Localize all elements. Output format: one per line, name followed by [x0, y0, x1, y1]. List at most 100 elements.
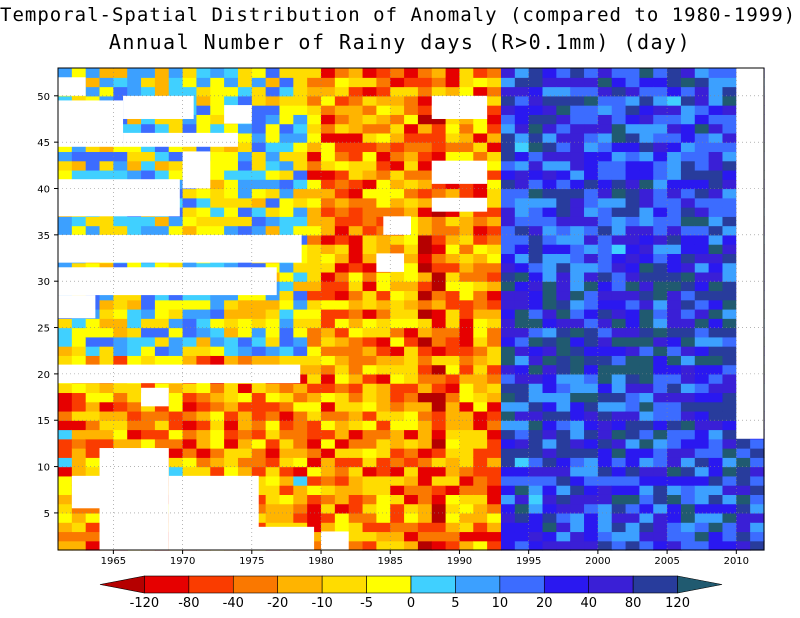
heatmap-cell — [597, 494, 613, 505]
heatmap-cell — [750, 531, 765, 542]
heatmap-cell — [584, 262, 599, 273]
heatmap-cell — [694, 77, 710, 88]
heatmap-cell — [321, 142, 336, 153]
heatmap-cell — [348, 327, 364, 338]
heatmap-cell — [708, 234, 724, 245]
heatmap-cell — [390, 512, 405, 523]
heatmap-cell — [279, 318, 294, 329]
heatmap-cell — [570, 475, 585, 486]
heatmap-cell — [708, 132, 724, 143]
heatmap-cell — [542, 179, 557, 190]
heatmap-cell — [279, 225, 294, 236]
colorbar-swatch — [321, 575, 367, 594]
heatmap-cell — [639, 234, 654, 245]
heatmap-cell — [597, 179, 613, 190]
heatmap-cell — [556, 77, 571, 88]
heatmap-cell — [667, 225, 682, 236]
heatmap-cell — [141, 68, 156, 78]
heatmap-cell — [528, 207, 544, 217]
heatmap-cell — [570, 336, 585, 347]
heatmap-cell — [722, 512, 737, 523]
heatmap-cell — [514, 271, 530, 282]
heatmap-cell — [722, 160, 737, 171]
heatmap-cell — [196, 105, 211, 115]
missing-data-regions — [58, 68, 764, 550]
heatmap-cell — [667, 114, 682, 125]
heatmap-cell — [487, 234, 502, 245]
heatmap-cell — [168, 410, 184, 421]
heatmap-cell — [265, 197, 281, 208]
heatmap-cell — [279, 105, 294, 115]
heatmap-cell — [570, 271, 585, 282]
heatmap-cell — [570, 448, 585, 458]
heatmap-cell — [321, 262, 336, 273]
heatmap-cell — [722, 475, 737, 486]
heatmap-cell — [376, 494, 391, 505]
heatmap-cell — [653, 244, 668, 254]
heatmap-cell — [445, 234, 461, 245]
heatmap-cell — [404, 216, 419, 227]
heatmap-cell — [584, 475, 599, 486]
heatmap-cell — [127, 318, 142, 329]
heatmap-cell — [570, 299, 585, 310]
heatmap-cell — [584, 225, 599, 236]
heatmap-cell — [694, 114, 710, 125]
heatmap-cell — [141, 290, 156, 301]
heatmap-cell — [736, 540, 751, 551]
heatmap-cell — [722, 485, 737, 495]
heatmap-cell — [542, 355, 557, 366]
heatmap-cell — [334, 234, 350, 245]
chart-title-line2: Annual Number of Rainy days (R>0.1mm) (d… — [108, 30, 692, 54]
heatmap-cell — [653, 531, 668, 542]
heatmap-cell — [542, 410, 557, 421]
heatmap-cell — [293, 383, 308, 394]
heatmap-cell — [321, 392, 336, 403]
heatmap-cell — [404, 123, 419, 134]
heatmap-cell — [514, 522, 530, 533]
heatmap-cell — [362, 142, 377, 153]
heatmap-cell — [279, 503, 294, 514]
heatmap-cell — [625, 448, 641, 458]
heatmap-cell — [473, 244, 488, 254]
heatmap-cell — [694, 160, 710, 171]
heatmap-cell — [528, 420, 544, 431]
heatmap-cell — [708, 299, 724, 310]
heatmap-cell — [473, 448, 488, 458]
heatmap-cell — [321, 253, 336, 264]
heatmap-cell — [348, 299, 364, 310]
heatmap-cell — [362, 438, 377, 449]
heatmap-cell — [334, 160, 350, 171]
heatmap-cell — [348, 429, 364, 440]
heatmap-cell — [307, 355, 322, 366]
heatmap-cell — [722, 364, 737, 375]
heatmap-cell — [362, 457, 377, 468]
heatmap-cell — [639, 160, 654, 171]
heatmap-cell — [154, 429, 170, 440]
colorbar-label: 20 — [536, 596, 553, 611]
heatmap-cell — [556, 207, 571, 217]
heatmap-cell — [321, 318, 336, 329]
heatmap-cell — [611, 244, 627, 254]
heatmap-cell — [127, 438, 142, 449]
heatmap-cell — [570, 123, 585, 134]
missing-data-region — [736, 68, 764, 439]
heatmap-cell — [293, 160, 308, 171]
heatmap-cell — [307, 253, 322, 264]
heatmap-cell — [431, 225, 447, 236]
heatmap-cell — [680, 346, 696, 356]
colorbar-label: -5 — [360, 596, 373, 611]
heatmap-cell — [348, 540, 364, 551]
heatmap-cell — [708, 410, 724, 421]
heatmap-cell — [417, 364, 433, 375]
heatmap-cell — [431, 383, 447, 394]
heatmap-cell — [680, 281, 696, 292]
heatmap-cell — [445, 401, 461, 412]
heatmap-cell — [127, 355, 142, 366]
heatmap-cell — [459, 383, 474, 394]
heatmap-cell — [708, 364, 724, 375]
heatmap-cell — [542, 383, 557, 394]
heatmap-cell — [694, 475, 710, 486]
heatmap-cell — [528, 503, 544, 514]
heatmap-cell — [71, 151, 87, 162]
heatmap-cell — [473, 234, 488, 245]
